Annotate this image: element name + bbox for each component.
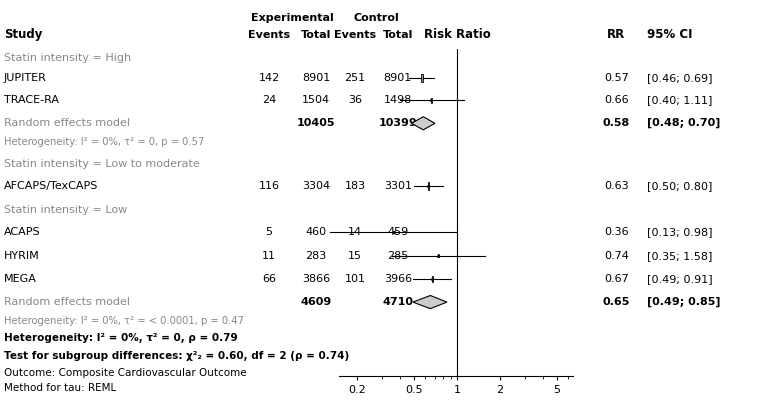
Text: AFCAPS/TexCAPS: AFCAPS/TexCAPS: [4, 181, 98, 191]
Text: 0.66: 0.66: [604, 95, 629, 105]
Text: 8901: 8901: [302, 73, 330, 83]
Text: [0.50; 0.80]: [0.50; 0.80]: [647, 181, 713, 191]
Text: Heterogeneity: I² = 0%, τ² = < 0.0001, p = 0.47: Heterogeneity: I² = 0%, τ² = < 0.0001, p…: [4, 316, 244, 326]
Text: TRACE-RA: TRACE-RA: [4, 95, 59, 105]
Text: Test for subgroup differences: χ²₂ = 0.60, df = 2 (ρ = 0.74): Test for subgroup differences: χ²₂ = 0.6…: [4, 351, 349, 360]
Text: [0.49; 0.85]: [0.49; 0.85]: [647, 297, 721, 307]
Text: 0.58: 0.58: [603, 118, 629, 128]
Text: 3304: 3304: [302, 181, 330, 191]
Text: 10399: 10399: [378, 118, 417, 128]
Text: Total: Total: [301, 30, 331, 40]
Text: 3866: 3866: [302, 274, 330, 284]
Text: RR: RR: [607, 28, 626, 42]
Text: 14: 14: [348, 227, 362, 237]
Text: Total: Total: [383, 30, 413, 40]
Text: Statin intensity = High: Statin intensity = High: [4, 53, 131, 62]
Text: [0.46; 0.69]: [0.46; 0.69]: [647, 73, 713, 83]
Text: [0.49; 0.91]: [0.49; 0.91]: [647, 274, 713, 284]
Text: 1498: 1498: [384, 95, 412, 105]
Text: 10405: 10405: [296, 118, 335, 128]
Text: 0.74: 0.74: [604, 251, 629, 261]
Text: 3301: 3301: [384, 181, 412, 191]
Text: 283: 283: [305, 251, 327, 261]
Text: 0.67: 0.67: [604, 274, 629, 284]
Text: Outcome: Composite Cardiovascular Outcome: Outcome: Composite Cardiovascular Outcom…: [4, 368, 246, 378]
Text: Events: Events: [334, 30, 376, 40]
Text: [0.35; 1.58]: [0.35; 1.58]: [647, 251, 713, 261]
Text: 5: 5: [266, 227, 272, 237]
Text: 95% CI: 95% CI: [647, 28, 693, 42]
Text: Random effects model: Random effects model: [4, 297, 130, 307]
Text: Statin intensity = Low: Statin intensity = Low: [4, 205, 127, 215]
Text: 11: 11: [262, 251, 276, 261]
Text: 24: 24: [262, 95, 276, 105]
Text: 142: 142: [258, 73, 280, 83]
Text: 15: 15: [348, 251, 362, 261]
Text: [0.48; 0.70]: [0.48; 0.70]: [647, 118, 721, 128]
Text: [0.13; 0.98]: [0.13; 0.98]: [647, 227, 713, 237]
Text: 101: 101: [345, 274, 365, 284]
Text: Random effects model: Random effects model: [4, 118, 130, 128]
Text: 460: 460: [305, 227, 327, 237]
Text: Experimental: Experimental: [251, 14, 334, 23]
Text: 251: 251: [344, 73, 366, 83]
Text: 0.63: 0.63: [604, 181, 629, 191]
Text: Statin intensity = Low to moderate: Statin intensity = Low to moderate: [4, 159, 200, 169]
Text: HYRIM: HYRIM: [4, 251, 40, 261]
Text: 183: 183: [344, 181, 366, 191]
Text: MEGA: MEGA: [4, 274, 37, 284]
Text: 1504: 1504: [302, 95, 330, 105]
Text: 66: 66: [262, 274, 276, 284]
Text: 459: 459: [387, 227, 409, 237]
Text: 4609: 4609: [300, 297, 332, 307]
Text: 4710: 4710: [382, 297, 413, 307]
Text: Risk Ratio: Risk Ratio: [424, 28, 491, 42]
Text: ACAPS: ACAPS: [4, 227, 41, 237]
Text: 0.57: 0.57: [604, 73, 629, 83]
Text: 8901: 8901: [384, 73, 412, 83]
Text: 0.65: 0.65: [602, 297, 630, 307]
Text: 0.36: 0.36: [604, 227, 629, 237]
Text: Control: Control: [353, 14, 399, 23]
Text: Events: Events: [248, 30, 290, 40]
Text: Method for tau: REML: Method for tau: REML: [4, 383, 116, 393]
Text: 3966: 3966: [384, 274, 412, 284]
Text: Heterogeneity: I² = 0%, τ² = 0, ρ = 0.79: Heterogeneity: I² = 0%, τ² = 0, ρ = 0.79: [4, 333, 238, 343]
Text: 36: 36: [348, 95, 362, 105]
Text: 116: 116: [259, 181, 279, 191]
Text: Heterogeneity: I² = 0%, τ² = 0, p = 0.57: Heterogeneity: I² = 0%, τ² = 0, p = 0.57: [4, 137, 204, 147]
Text: 285: 285: [387, 251, 409, 261]
Text: JUPITER: JUPITER: [4, 73, 47, 83]
Text: [0.40; 1.11]: [0.40; 1.11]: [647, 95, 713, 105]
Text: Study: Study: [4, 28, 42, 42]
